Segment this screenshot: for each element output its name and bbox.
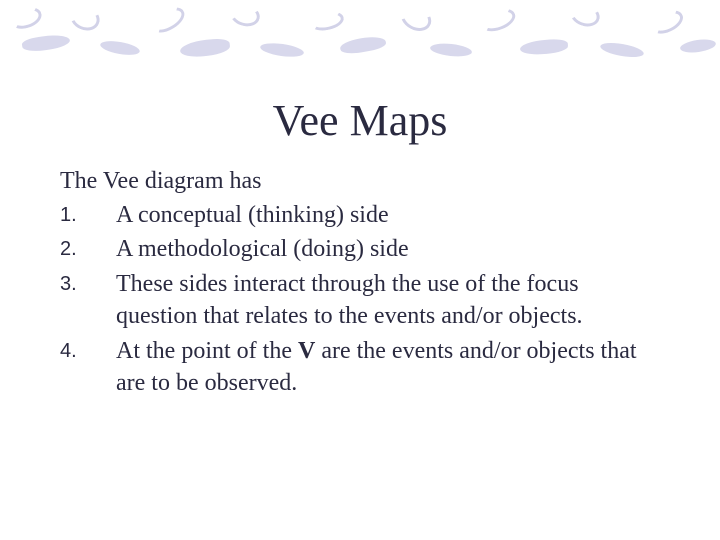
list-text: A conceptual (thinking) side [116,202,389,228]
list-item: 1. A conceptual (thinking) side [60,199,660,231]
list-text: A methodological (doing) side [116,236,409,262]
bold-v: V [298,338,315,364]
slide-title: Vee Maps [60,95,660,146]
list-number: 4. [60,338,77,365]
list-item: 3. These sides interact through the use … [60,268,660,333]
list-number: 2. [60,236,77,263]
list-number: 1. [60,202,77,229]
list-text: At the point of the V are the events and… [116,338,637,396]
list-item: 2. A methodological (doing) side [60,233,660,265]
numbered-list: 1. A conceptual (thinking) side 2. A met… [60,199,660,399]
slide-content: Vee Maps The Vee diagram has 1. A concep… [0,95,720,401]
list-number: 3. [60,271,77,298]
intro-text: The Vee diagram has [60,168,660,195]
decorative-header-band [0,0,720,78]
list-text: These sides interact through the use of … [116,271,583,329]
list-item: 4. At the point of the V are the events … [60,335,660,400]
